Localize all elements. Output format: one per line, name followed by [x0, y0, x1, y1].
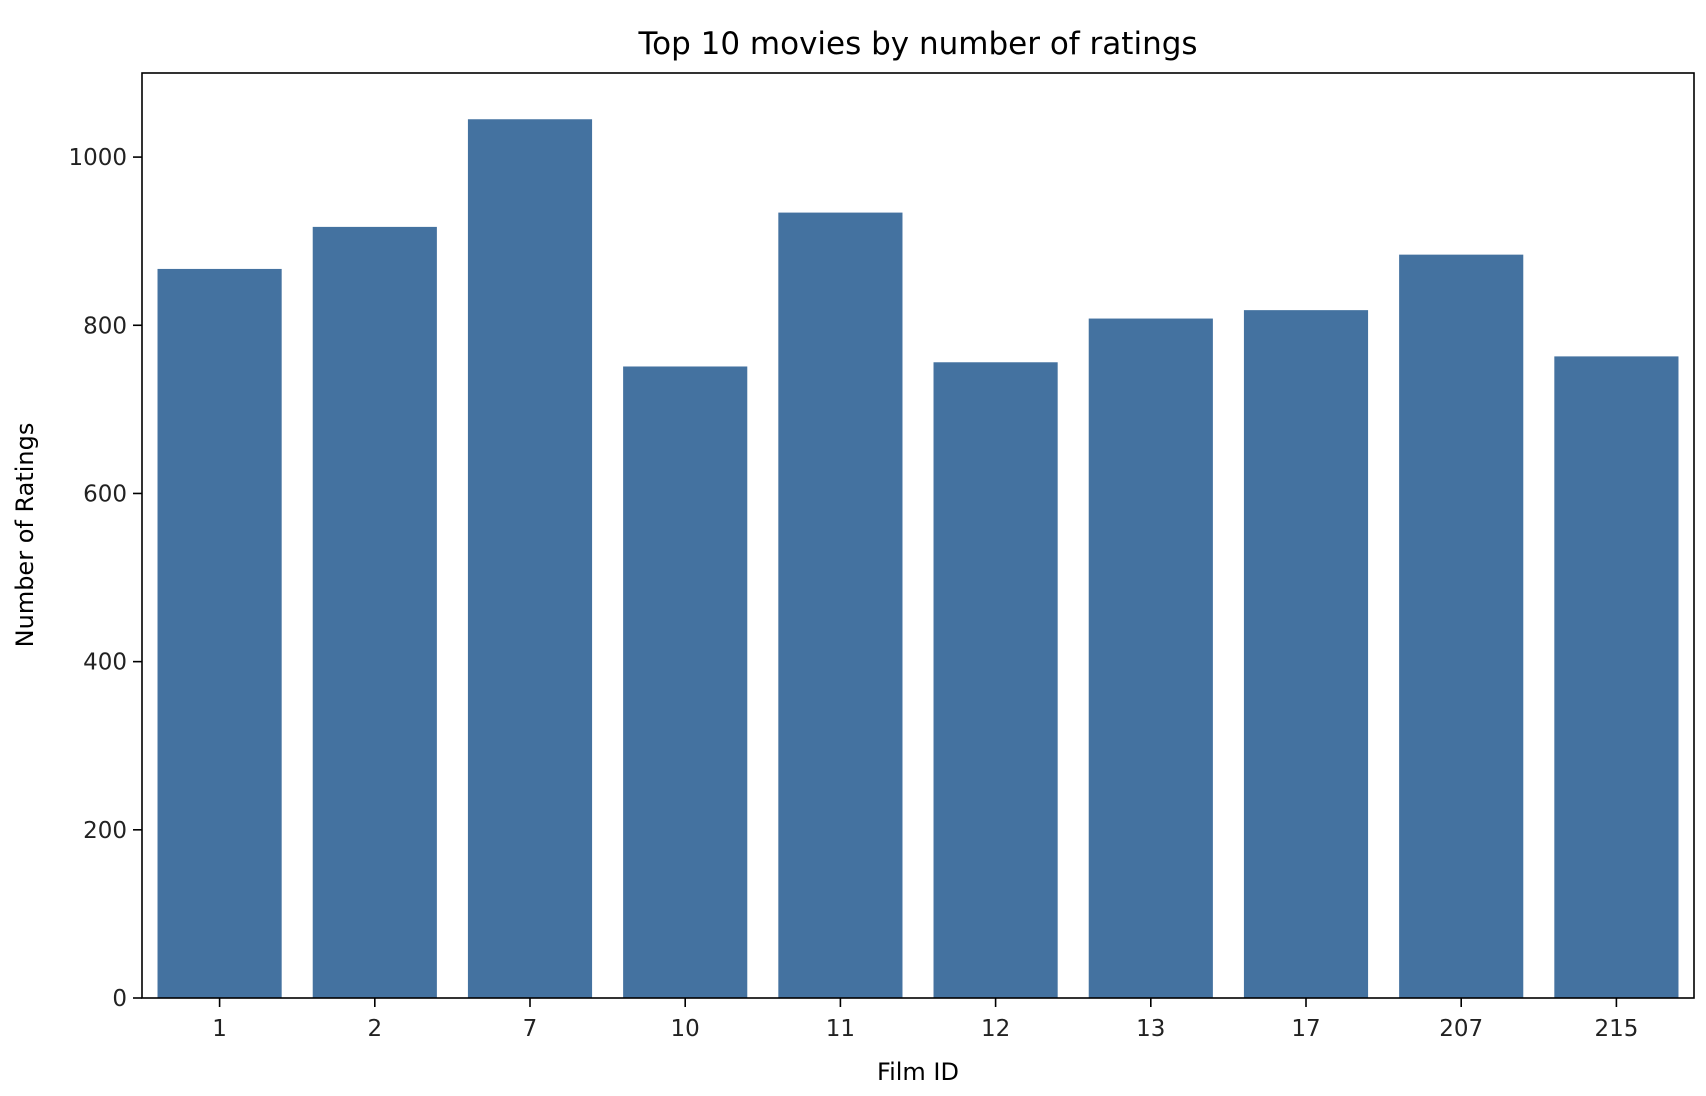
x-axis-label: Film ID	[877, 1058, 959, 1086]
x-tick-label: 2	[367, 1016, 382, 1042]
bar-1	[157, 268, 282, 998]
bars-group	[157, 119, 1679, 999]
y-axis-label: Number of Ratings	[11, 423, 39, 648]
bar-12	[933, 362, 1058, 998]
x-tick-label: 13	[1136, 1016, 1165, 1042]
x-tick-label: 11	[826, 1016, 855, 1042]
x-tick-label: 10	[671, 1016, 700, 1042]
chart-title: Top 10 movies by number of ratings	[637, 26, 1197, 62]
bar-207	[1399, 254, 1524, 998]
x-tick-label: 7	[523, 1016, 538, 1042]
x-axis: 1 2 7 10 11 12 13 17 207 215	[212, 998, 1638, 1042]
y-tick-label: 1000	[68, 145, 127, 171]
plot-frame	[141, 72, 1695, 999]
bar-11	[778, 212, 903, 999]
x-tick-label: 12	[981, 1016, 1010, 1042]
bar-2	[312, 226, 437, 998]
x-tick-label: 1	[212, 1016, 227, 1042]
x-tick-label: 207	[1439, 1016, 1483, 1042]
bar-17	[1243, 310, 1369, 998]
y-tick-label: 200	[83, 818, 127, 844]
y-tick-label: 800	[83, 313, 127, 339]
bar-215	[1554, 356, 1679, 998]
y-tick-label: 400	[83, 650, 127, 676]
y-tick-label: 600	[83, 481, 127, 507]
y-tick-label: 0	[112, 986, 127, 1012]
bar-13	[1088, 318, 1213, 998]
x-tick-label: 215	[1594, 1016, 1638, 1042]
bar-10	[623, 366, 748, 999]
bar-7	[467, 119, 593, 998]
x-tick-label: 17	[1291, 1016, 1320, 1042]
y-axis: 0 200 400 600 800 1000	[68, 145, 142, 1012]
